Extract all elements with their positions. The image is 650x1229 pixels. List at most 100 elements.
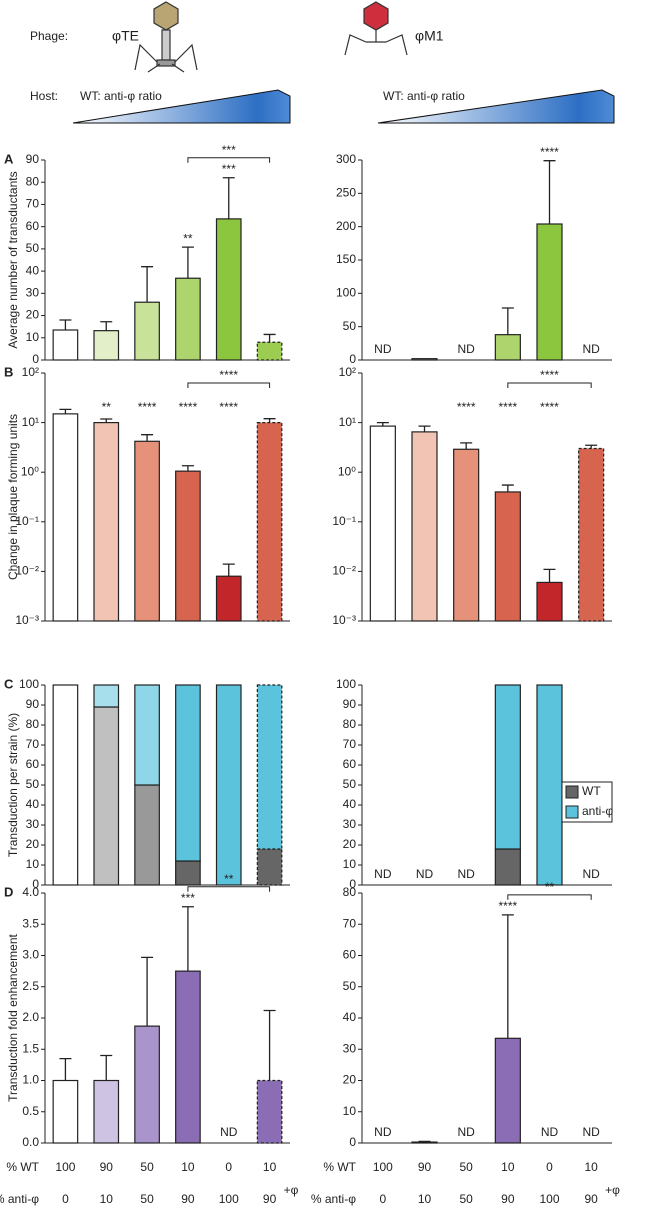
value-label: ND [457, 342, 475, 356]
value-label: ND [374, 867, 392, 881]
y-tick-label: 2.5 [22, 979, 39, 993]
y-tick-label: 10² [22, 365, 39, 379]
y-tick-label: 80 [26, 717, 40, 731]
y-tick-label: 70 [26, 737, 40, 751]
error-bar [181, 246, 194, 279]
phage-icon [344, 1, 408, 56]
panel-letter: C [4, 676, 14, 691]
x-row-label: % WT [6, 1160, 39, 1174]
y-tick-label: 10⁻³ [15, 613, 39, 627]
error-bar [100, 418, 113, 423]
x-note: +φ [284, 1183, 299, 1197]
bar [256, 1079, 283, 1144]
y-tick-label: 10 [343, 1104, 357, 1118]
error-bar [222, 563, 235, 577]
panel-letter: D [4, 884, 13, 899]
significance: **** [219, 368, 238, 382]
y-tick-label: 10⁻¹ [15, 514, 39, 528]
legend-swatch [565, 785, 579, 799]
bar [536, 581, 563, 622]
y-tick-label: 250 [336, 186, 356, 200]
error-bar [141, 956, 154, 1027]
bar [93, 330, 120, 361]
bar [494, 491, 521, 622]
y-axis-title: Average number of transductants [6, 171, 20, 348]
y-tick-label: 50 [343, 777, 357, 791]
error-bar [501, 484, 514, 492]
x-tick-label: 10 [263, 1160, 277, 1174]
bar-segment [134, 784, 160, 886]
x-tick-label: 0 [62, 1192, 69, 1206]
x-tick-label: 10 [181, 1160, 195, 1174]
x-tick-label: 10 [100, 1192, 114, 1206]
significance: *** [222, 162, 236, 176]
significance: **** [540, 400, 559, 414]
bar [52, 1079, 79, 1144]
significance: ** [183, 231, 193, 245]
bar [494, 334, 521, 361]
y-tick-label: 70 [343, 916, 357, 930]
y-tick-label: 10 [26, 330, 40, 344]
bar-segment [175, 684, 201, 862]
phage-name: φTE [112, 28, 139, 44]
phage-name: φM1 [415, 28, 444, 44]
y-tick-label: 80 [343, 717, 357, 731]
bar-segment [52, 684, 79, 886]
error-bar [543, 568, 556, 583]
y-tick-label: 10⁰ [338, 464, 356, 478]
y-axis-title: Transduction per strain (%) [6, 713, 20, 857]
y-tick-label: 40 [343, 1010, 357, 1024]
x-tick-label: 90 [584, 1192, 598, 1206]
y-tick-label: 10 [343, 857, 357, 871]
y-tick-label: 20 [343, 1073, 357, 1087]
y-tick-label: 0 [349, 352, 356, 366]
bar-segment [536, 684, 563, 886]
x-tick-label: 90 [100, 1160, 114, 1174]
y-tick-label: 20 [26, 308, 40, 322]
bracket [187, 886, 271, 892]
legend-label: anti-φ [582, 804, 613, 818]
y-tick-label: 70 [343, 737, 357, 751]
y-tick-label: 50 [26, 241, 40, 255]
y-tick-label: 0 [349, 877, 356, 891]
bar [175, 277, 201, 361]
y-axis-title: Transduction fold enhancement [6, 934, 20, 1102]
x-tick-label: 90 [263, 1192, 277, 1206]
error-bar [59, 408, 72, 414]
error-bar [263, 418, 276, 423]
y-tick-label: 100 [19, 677, 39, 691]
y-tick-label: 20 [26, 837, 40, 851]
x-row-label: % WT [323, 1160, 356, 1174]
bar [411, 1141, 438, 1144]
error-bar [501, 307, 514, 335]
value-label: ND [416, 867, 434, 881]
x-note: +φ [605, 1183, 620, 1197]
ratio-label: WT: anti-φ ratio [383, 89, 465, 103]
bar [256, 422, 283, 622]
x-tick-label: 10 [501, 1160, 515, 1174]
y-tick-label: 60 [343, 948, 357, 962]
error-bar [222, 177, 235, 219]
y-tick-label: 200 [336, 219, 356, 233]
y-tick-label: 100 [336, 286, 356, 300]
significance: **** [219, 400, 238, 414]
bar [215, 218, 242, 361]
y-tick-label: 50 [26, 777, 40, 791]
y-tick-label: 300 [336, 152, 356, 166]
y-tick-label: 150 [336, 252, 356, 266]
error-bar [100, 321, 113, 331]
y-tick-label: 30 [26, 817, 40, 831]
significance: ** [545, 880, 555, 894]
x-tick-label: 90 [418, 1160, 432, 1174]
y-tick-label: 10¹ [22, 415, 39, 429]
significance: **** [138, 400, 157, 414]
bar [256, 341, 283, 361]
bar [411, 431, 438, 622]
bar-segment [93, 684, 120, 708]
y-tick-label: 50 [343, 979, 357, 993]
bar-segment [256, 848, 283, 886]
panel-letter: A [4, 151, 14, 166]
bar [134, 301, 160, 361]
significance: ** [224, 872, 234, 886]
